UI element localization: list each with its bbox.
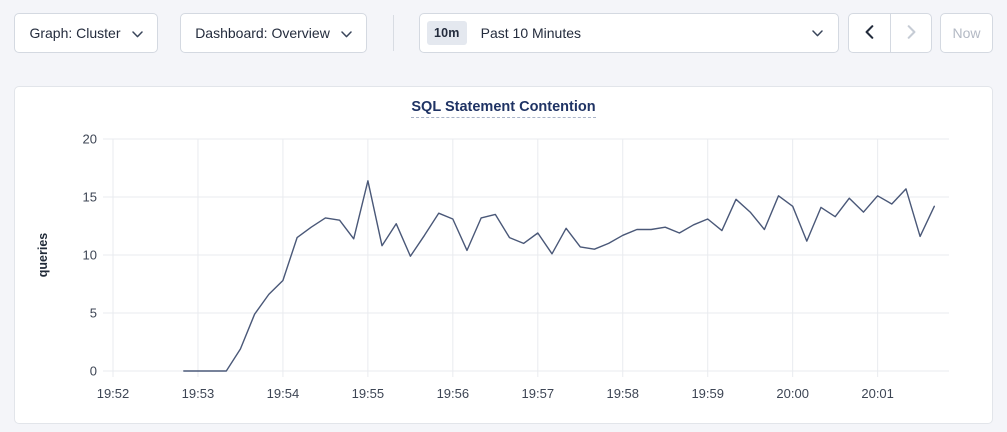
now-button-label: Now [952,25,981,41]
y-tick-label: 5 [90,306,97,321]
x-tick-label: 19:58 [606,386,639,401]
x-tick-label: 20:01 [861,386,894,401]
chevron-down-icon [812,24,823,42]
y-tick-label: 20 [83,132,97,147]
y-tick-label: 10 [83,248,97,263]
dashboard-dropdown[interactable]: Dashboard: Overview [180,13,367,53]
toolbar-divider [393,15,394,51]
time-range-label: Past 10 Minutes [480,25,582,41]
y-axis-label: queries [36,233,50,278]
now-button[interactable]: Now [940,13,993,53]
y-tick-label: 0 [90,364,97,379]
chart-title[interactable]: SQL Statement Contention [411,99,596,118]
line-series [183,180,935,372]
chevron-left-icon [865,24,874,42]
x-tick-label: 19:52 [97,386,130,401]
time-step-buttons [848,13,932,53]
x-tick-label: 20:00 [776,386,809,401]
x-tick-label: 19:54 [267,386,300,401]
previous-time-button[interactable] [849,14,890,52]
time-range-dropdown[interactable]: 10m Past 10 Minutes [419,13,839,53]
x-tick-label: 19:53 [182,386,215,401]
chart-title-row: SQL Statement Contention [15,87,992,125]
chevron-down-icon [131,30,143,38]
chevron-right-icon [907,24,916,42]
x-tick-label: 19:55 [352,386,385,401]
x-tick-label: 19:56 [437,386,470,401]
y-tick-label: 15 [83,190,97,205]
toolbar: Graph: Cluster Dashboard: Overview 10m P… [0,0,1007,53]
x-tick-label: 19:57 [522,386,555,401]
dashboard-dropdown-label: Dashboard: Overview [195,25,330,41]
graph-dropdown[interactable]: Graph: Cluster [14,13,158,53]
next-time-button[interactable] [890,14,931,52]
x-tick-label: 19:59 [691,386,724,401]
graph-dropdown-label: Graph: Cluster [29,25,121,41]
chart-card: SQL Statement Contention 0 5 10 15 20 19:52 19… [14,86,993,424]
chevron-down-icon [341,30,352,38]
time-range-badge: 10m [427,21,467,45]
sql-contention-chart[interactable]: 0 5 10 15 20 19:52 19:53 19:54 19:55 19:56 19:57 19… [15,125,992,423]
